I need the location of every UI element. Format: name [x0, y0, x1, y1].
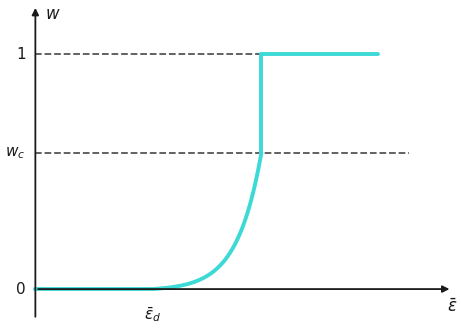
Text: 0: 0: [16, 282, 26, 297]
Text: 1: 1: [16, 47, 26, 62]
Text: $\bar{\varepsilon}$: $\bar{\varepsilon}$: [447, 299, 457, 316]
Text: $\bar{\varepsilon}_d$: $\bar{\varepsilon}_d$: [144, 306, 161, 324]
Text: $w_c$: $w_c$: [6, 145, 26, 161]
Text: $w$: $w$: [45, 5, 61, 23]
